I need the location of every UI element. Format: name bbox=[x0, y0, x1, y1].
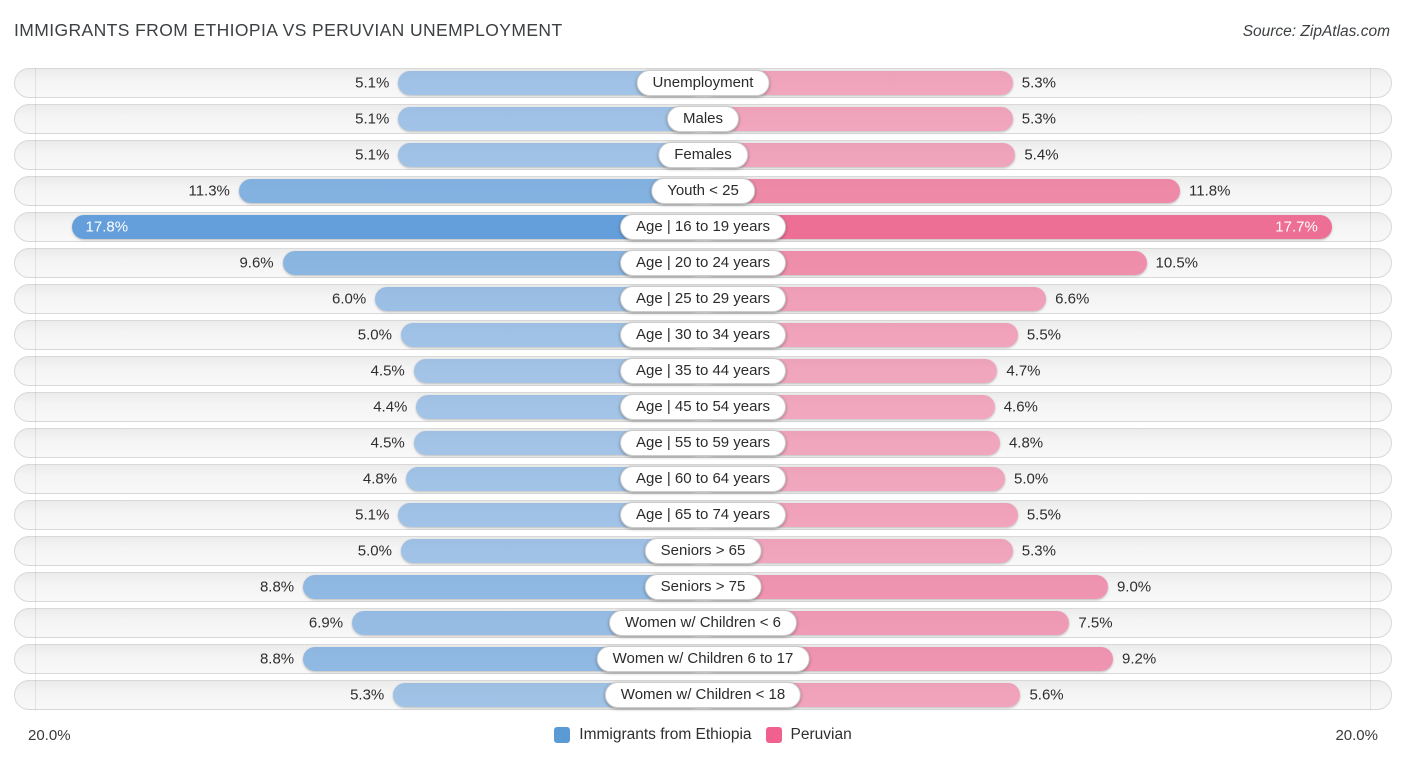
category-label-pill: Males bbox=[666, 106, 740, 132]
ethiopia-bar bbox=[303, 575, 703, 599]
chart-row: 5.3% 5.6% Women w/ Children < 18 bbox=[14, 680, 1392, 710]
ethiopia-value-label: 4.4% bbox=[373, 398, 408, 416]
bar-chart: 5.1% 5.3% Unemployment 5.1% 5.3% Males 5.1% 5.4… bbox=[14, 68, 1392, 716]
category-label-pill: Age | 20 to 24 years bbox=[620, 250, 786, 276]
category-label-pill: Women w/ Children < 6 bbox=[608, 610, 798, 636]
chart-row: 11.3% 11.8% Youth < 25 bbox=[14, 176, 1392, 206]
peruvian-value-label: 5.0% bbox=[1014, 470, 1049, 488]
ethiopia-value-label: 4.5% bbox=[370, 434, 405, 452]
category-label-pill: Females bbox=[658, 142, 748, 168]
chart-row: 5.1% 5.3% Unemployment bbox=[14, 68, 1392, 98]
ethiopia-bar bbox=[398, 143, 703, 167]
chart-row: 8.8% 9.0% Seniors > 75 bbox=[14, 572, 1392, 602]
category-label-pill: Age | 25 to 29 years bbox=[620, 286, 786, 312]
category-label-pill: Women w/ Children < 18 bbox=[604, 682, 802, 708]
chart-row: 4.4% 4.6% Age | 45 to 54 years bbox=[14, 392, 1392, 422]
category-label-pill: Seniors > 75 bbox=[644, 574, 762, 600]
peruvian-value-label: 5.3% bbox=[1021, 110, 1056, 128]
peruvian-value-label: 4.6% bbox=[1003, 398, 1038, 416]
peruvian-bar bbox=[703, 179, 1180, 203]
ethiopia-value-label: 17.8% bbox=[85, 218, 129, 236]
peruvian-bar bbox=[703, 215, 1332, 239]
axis-label-left: 20.0% bbox=[28, 726, 71, 744]
ethiopia-value-label: 8.8% bbox=[259, 650, 295, 668]
category-label-pill: Women w/ Children 6 to 17 bbox=[596, 646, 810, 672]
chart-row: 9.6% 10.5% Age | 20 to 24 years bbox=[14, 248, 1392, 278]
ethiopia-value-label: 5.0% bbox=[357, 326, 392, 344]
ethiopia-value-label: 5.1% bbox=[355, 110, 390, 128]
ethiopia-value-label: 6.0% bbox=[332, 290, 367, 308]
category-label-pill: Age | 55 to 59 years bbox=[620, 430, 786, 456]
ethiopia-value-label: 8.8% bbox=[259, 578, 295, 596]
peruvian-bar bbox=[703, 143, 1016, 167]
chart-row: 6.9% 7.5% Women w/ Children < 6 bbox=[14, 608, 1392, 638]
source-attribution: Source: ZipAtlas.com bbox=[1242, 23, 1390, 40]
peruvian-value-label: 9.0% bbox=[1116, 578, 1152, 596]
ethiopia-value-label: 5.0% bbox=[357, 542, 392, 560]
peruvian-value-label: 5.6% bbox=[1029, 686, 1064, 704]
ethiopia-bar bbox=[71, 215, 703, 239]
ethiopia-value-label: 6.9% bbox=[308, 614, 344, 632]
ethiopia-value-label: 5.3% bbox=[350, 686, 385, 704]
legend: Immigrants from Ethiopia Peruvian bbox=[134, 726, 1272, 744]
chart-row: 8.8% 9.2% Women w/ Children 6 to 17 bbox=[14, 644, 1392, 674]
legend-swatch-icon bbox=[765, 727, 782, 743]
category-label-pill: Seniors > 65 bbox=[644, 538, 762, 564]
peruvian-value-label: 5.5% bbox=[1026, 506, 1062, 524]
category-label-pill: Age | 16 to 19 years bbox=[620, 214, 786, 240]
peruvian-value-label: 5.4% bbox=[1024, 146, 1059, 164]
category-label-pill: Age | 30 to 34 years bbox=[620, 322, 786, 348]
chart-row: 5.1% 5.5% Age | 65 to 74 years bbox=[14, 500, 1392, 530]
chart-row: 5.0% 5.3% Seniors > 65 bbox=[14, 536, 1392, 566]
peruvian-value-label: 10.5% bbox=[1155, 254, 1199, 272]
chart-row: 4.5% 4.8% Age | 55 to 59 years bbox=[14, 428, 1392, 458]
chart-row: 4.8% 5.0% Age | 60 to 64 years bbox=[14, 464, 1392, 494]
chart-footer: 20.0% Immigrants from Ethiopia Peruvian 2… bbox=[14, 720, 1392, 750]
peruvian-value-label: 11.8% bbox=[1189, 182, 1231, 200]
legend-swatch-icon bbox=[554, 727, 571, 743]
peruvian-value-label: 9.2% bbox=[1122, 650, 1157, 668]
peruvian-value-label: 7.5% bbox=[1078, 614, 1113, 632]
category-label-pill: Age | 65 to 74 years bbox=[620, 502, 786, 528]
ethiopia-value-label: 4.5% bbox=[370, 362, 405, 380]
peruvian-value-label: 5.3% bbox=[1021, 542, 1056, 560]
gridline-left bbox=[35, 68, 36, 710]
ethiopia-value-label: 5.1% bbox=[355, 506, 390, 524]
ethiopia-bar bbox=[238, 179, 703, 203]
chart-row: 4.5% 4.7% Age | 35 to 44 years bbox=[14, 356, 1392, 386]
ethiopia-value-label: 9.6% bbox=[239, 254, 274, 272]
page-title: IMMIGRANTS FROM ETHIOPIA VS PERUVIAN UNE… bbox=[14, 20, 563, 40]
ethiopia-value-label: 11.3% bbox=[188, 182, 230, 200]
peruvian-value-label: 4.7% bbox=[1006, 362, 1041, 380]
chart-row: 5.0% 5.5% Age | 30 to 34 years bbox=[14, 320, 1392, 350]
peruvian-value-label: 5.3% bbox=[1021, 74, 1056, 92]
peruvian-value-label: 6.6% bbox=[1055, 290, 1090, 308]
legend-item: Immigrants from Ethiopia bbox=[554, 726, 752, 744]
chart-row: 5.1% 5.4% Females bbox=[14, 140, 1392, 170]
chart-header: IMMIGRANTS FROM ETHIOPIA VS PERUVIAN UNE… bbox=[14, 20, 1390, 41]
ethiopia-value-label: 5.1% bbox=[355, 146, 390, 164]
category-label-pill: Age | 60 to 64 years bbox=[620, 466, 786, 492]
category-label-pill: Age | 35 to 44 years bbox=[620, 358, 786, 384]
legend-label: Peruvian bbox=[790, 726, 852, 743]
chart-rows: 5.1% 5.3% Unemployment 5.1% 5.3% Males 5.1% 5.4… bbox=[14, 68, 1392, 716]
peruvian-value-label: 17.7% bbox=[1275, 218, 1318, 236]
peruvian-bar bbox=[703, 575, 1108, 599]
chart-row: 6.0% 6.6% Age | 25 to 29 years bbox=[14, 284, 1392, 314]
peruvian-bar bbox=[703, 107, 1013, 131]
legend-label: Immigrants from Ethiopia bbox=[579, 726, 752, 743]
category-label-pill: Unemployment bbox=[636, 70, 770, 96]
ethiopia-bar bbox=[398, 107, 703, 131]
ethiopia-value-label: 5.1% bbox=[355, 74, 390, 92]
chart-row: 5.1% 5.3% Males bbox=[14, 104, 1392, 134]
peruvian-value-label: 4.8% bbox=[1008, 434, 1044, 452]
axis-label-right: 20.0% bbox=[1335, 726, 1378, 744]
ethiopia-value-label: 4.8% bbox=[362, 470, 398, 488]
peruvian-value-label: 5.5% bbox=[1026, 326, 1062, 344]
gridline-right bbox=[1370, 68, 1371, 710]
chart-row: 17.8% 17.7% Age | 16 to 19 years bbox=[14, 212, 1392, 242]
category-label-pill: Youth < 25 bbox=[651, 178, 755, 204]
category-label-pill: Age | 45 to 54 years bbox=[620, 394, 786, 420]
legend-item: Peruvian bbox=[765, 726, 852, 744]
